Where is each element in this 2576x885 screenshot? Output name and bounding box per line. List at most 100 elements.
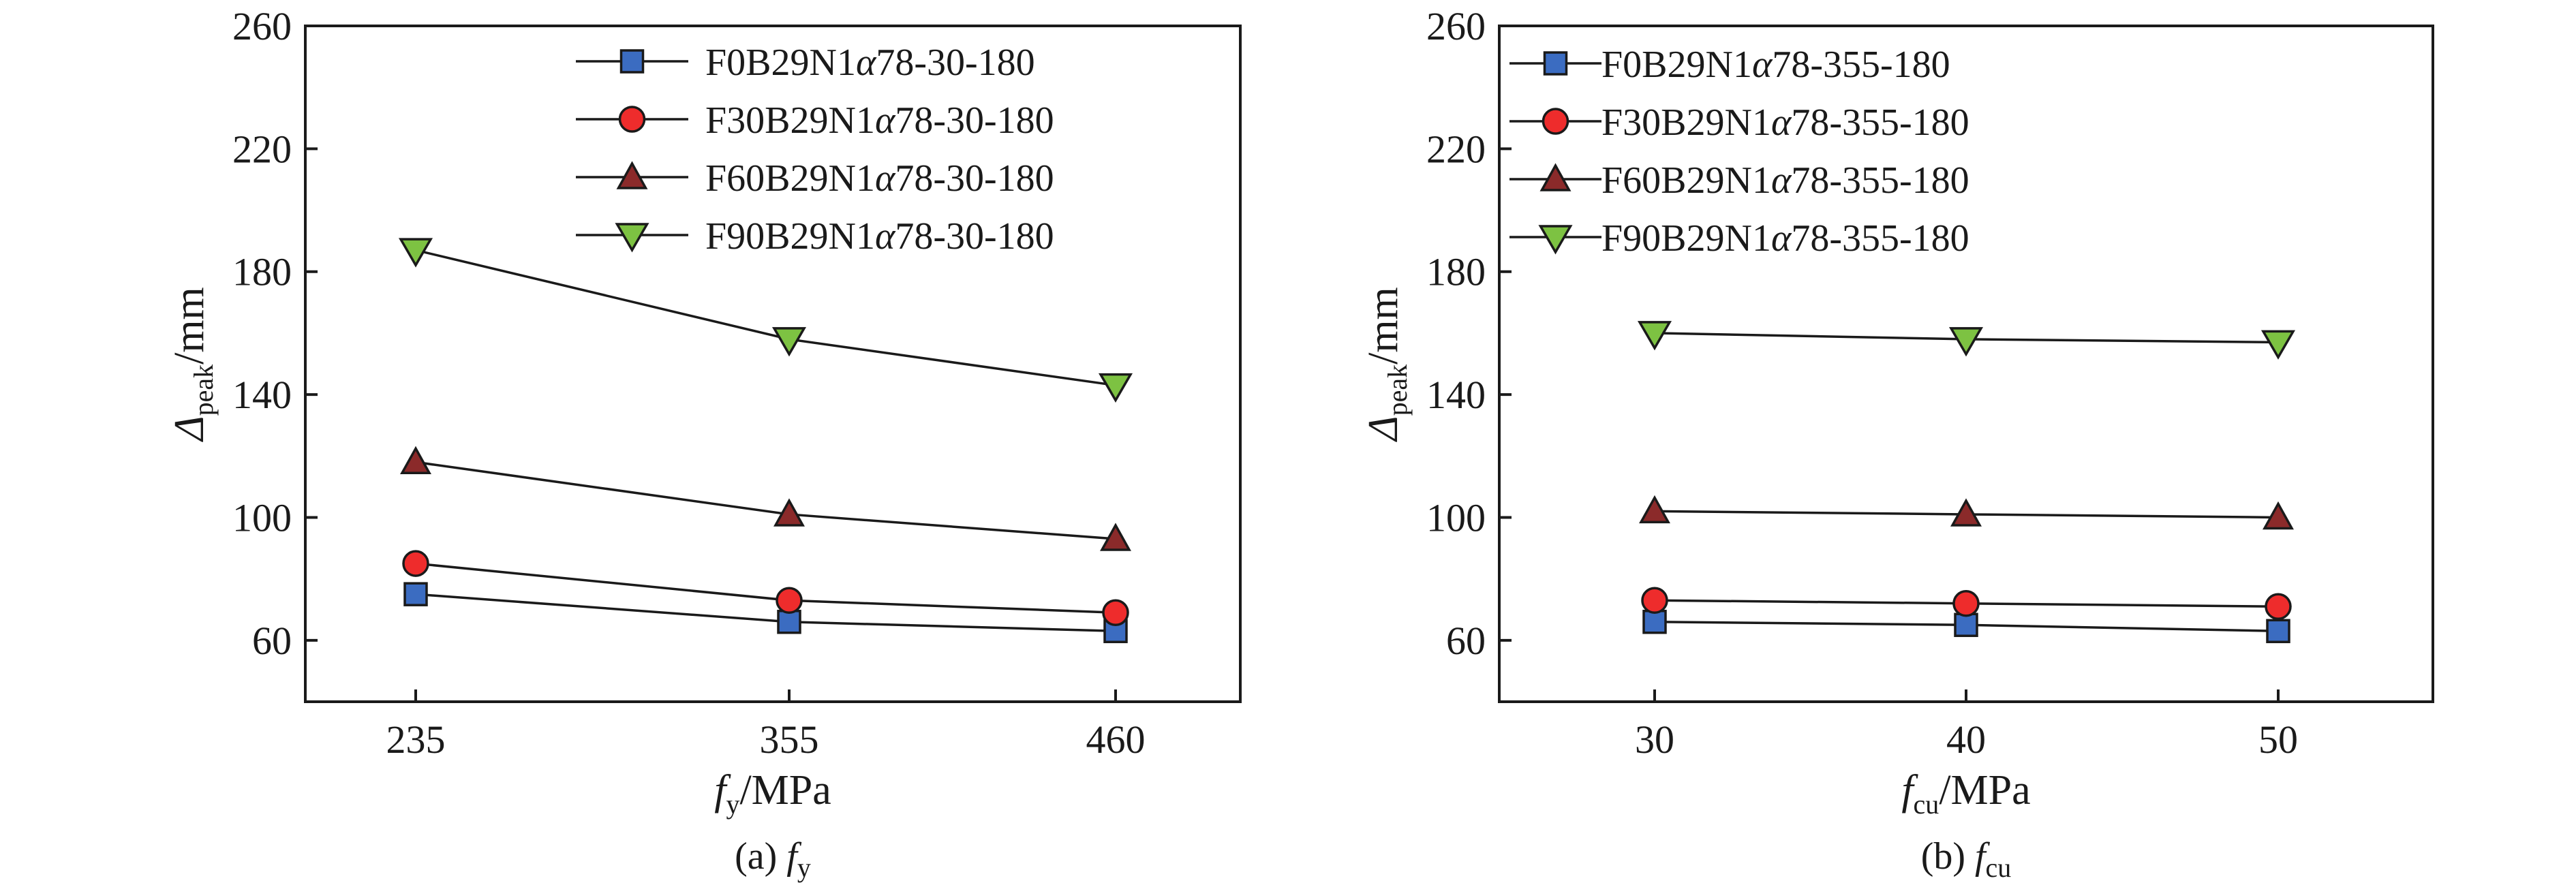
data-point (1952, 589, 1980, 617)
y-axis-title: Δpeak/mm (166, 287, 219, 443)
y-tick-label: 260 (1426, 4, 1486, 48)
panel-caption: (a) fy (735, 835, 811, 883)
data-point (1098, 373, 1133, 403)
caption-prefix: (b) (1921, 835, 1975, 878)
x-tick-label: 355 (760, 717, 819, 762)
x-axis-unit: /MPa (739, 767, 831, 813)
data-point (1642, 610, 1667, 634)
y-tick-label: 260 (232, 4, 292, 48)
y-tick-label: 180 (1426, 250, 1486, 294)
data-point (1950, 498, 1982, 527)
y-axis-symbol: Δ (166, 416, 213, 442)
x-tick-label: 50 (2258, 717, 2298, 762)
y-axis-title: Δpeak/mm (1360, 287, 1413, 443)
x-tick-label: 460 (1086, 717, 1146, 762)
panel-caption: (b) fcu (1921, 835, 2012, 883)
legend-entry: F30B29N1α78-30-180 (705, 99, 1054, 142)
chart-panel-b: 60 100 140 180 220 260 30 40 50 F0B29N1α78-355-18… (1360, 4, 2434, 883)
x-axis-title: fy/MPa (714, 767, 831, 820)
legend-entry-symbol: α (1771, 217, 1792, 260)
data-point (1641, 587, 1668, 614)
series-line-2 (415, 461, 1116, 540)
legend-entry-suffix: 78-355-180 (1791, 102, 1969, 144)
x-axis-subscript: y (726, 789, 739, 820)
legend-marker (616, 161, 648, 189)
y-tick-label: 140 (1426, 373, 1486, 417)
caption-prefix: (a) (735, 835, 786, 878)
legend-entry-prefix: F60B29N1 (705, 157, 875, 200)
legend-entry: F0B29N1α78-30-180 (705, 42, 1035, 84)
legend-entry-prefix: F90B29N1 (1601, 217, 1771, 260)
legend-marker (618, 106, 646, 133)
data-point (776, 587, 803, 614)
y-tick-label: 100 (1426, 495, 1486, 540)
legend-entry-symbol: α (875, 99, 896, 142)
legend-entry: F0B29N1α78-355-180 (1601, 44, 1950, 86)
legend-marker (615, 223, 649, 253)
x-tick-label: 235 (386, 717, 446, 762)
x-tick-label: 30 (1635, 717, 1674, 762)
legend-entry-prefix: F30B29N1 (1601, 102, 1771, 144)
series-line-0 (415, 593, 1116, 633)
plot-frame (304, 25, 1242, 703)
data-point (2263, 501, 2294, 530)
legend-entry-suffix: 78-355-180 (1791, 159, 1969, 202)
legend-entry: F30B29N1α78-355-180 (1601, 102, 1969, 144)
legend-marker (1538, 225, 1573, 255)
y-tick-label: 180 (232, 250, 292, 294)
legend-entry-prefix: F30B29N1 (705, 99, 875, 142)
data-point (400, 446, 431, 475)
legend-marker (1543, 51, 1568, 76)
y-tick-label: 220 (232, 127, 292, 171)
x-axis-title: fcu/MPa (1901, 767, 2030, 820)
legend-entry-suffix: 78-355-180 (1791, 217, 1969, 260)
legend-entry-symbol: α (1752, 44, 1773, 86)
data-point (771, 327, 807, 357)
y-tick-label: 220 (1426, 127, 1486, 171)
data-point (2265, 593, 2292, 620)
data-point (1102, 599, 1129, 626)
legend-entry-suffix: 78-30-180 (895, 215, 1054, 258)
legend-entry-symbol: α (1771, 102, 1792, 144)
y-axis-subscript: peak (1382, 364, 1413, 416)
data-point (1637, 321, 1672, 351)
series-line-1 (415, 562, 1116, 614)
legend-entry-symbol: α (856, 42, 877, 84)
legend-entry-prefix: F90B29N1 (705, 215, 875, 258)
data-point (773, 498, 805, 527)
data-point (1639, 495, 1670, 524)
legend-entry: F90B29N1α78-355-180 (1601, 217, 1969, 260)
data-point (398, 238, 433, 268)
y-axis-symbol: Δ (1360, 416, 1407, 442)
series-line-3 (415, 249, 1116, 387)
caption-subscript: cu (1986, 852, 2012, 883)
legend-entry-prefix: F60B29N1 (1601, 159, 1771, 202)
legend-entry-suffix: 78-355-180 (1772, 44, 1950, 86)
y-tick-label: 60 (252, 619, 292, 663)
y-axis-unit: /mm (1360, 287, 1407, 364)
legend-marker (619, 49, 645, 74)
legend-marker (1539, 163, 1571, 191)
y-axis-subscript: peak (188, 364, 219, 416)
x-tick-label: 40 (1946, 717, 1986, 762)
legend-entry-symbol: α (875, 157, 896, 200)
y-tick-label: 100 (232, 495, 292, 540)
legend-entry-suffix: 78-30-180 (895, 99, 1054, 142)
legend-entry-symbol: α (875, 215, 896, 258)
data-point (1100, 523, 1131, 551)
caption-subscript: y (797, 852, 811, 883)
legend-entry: F90B29N1α78-30-180 (705, 215, 1054, 258)
data-point (1948, 327, 1984, 357)
legend-entry-suffix: 78-30-180 (876, 42, 1034, 84)
legend-entry-prefix: F0B29N1 (705, 42, 856, 84)
legend-entry: F60B29N1α78-30-180 (705, 157, 1054, 200)
data-point (2266, 619, 2290, 644)
data-point (402, 550, 429, 577)
y-tick-label: 60 (1446, 619, 1486, 663)
legend-marker (1542, 108, 1569, 135)
data-point (1954, 612, 1978, 638)
y-tick-label: 140 (232, 373, 292, 417)
x-axis-subscript: cu (1914, 789, 1939, 820)
